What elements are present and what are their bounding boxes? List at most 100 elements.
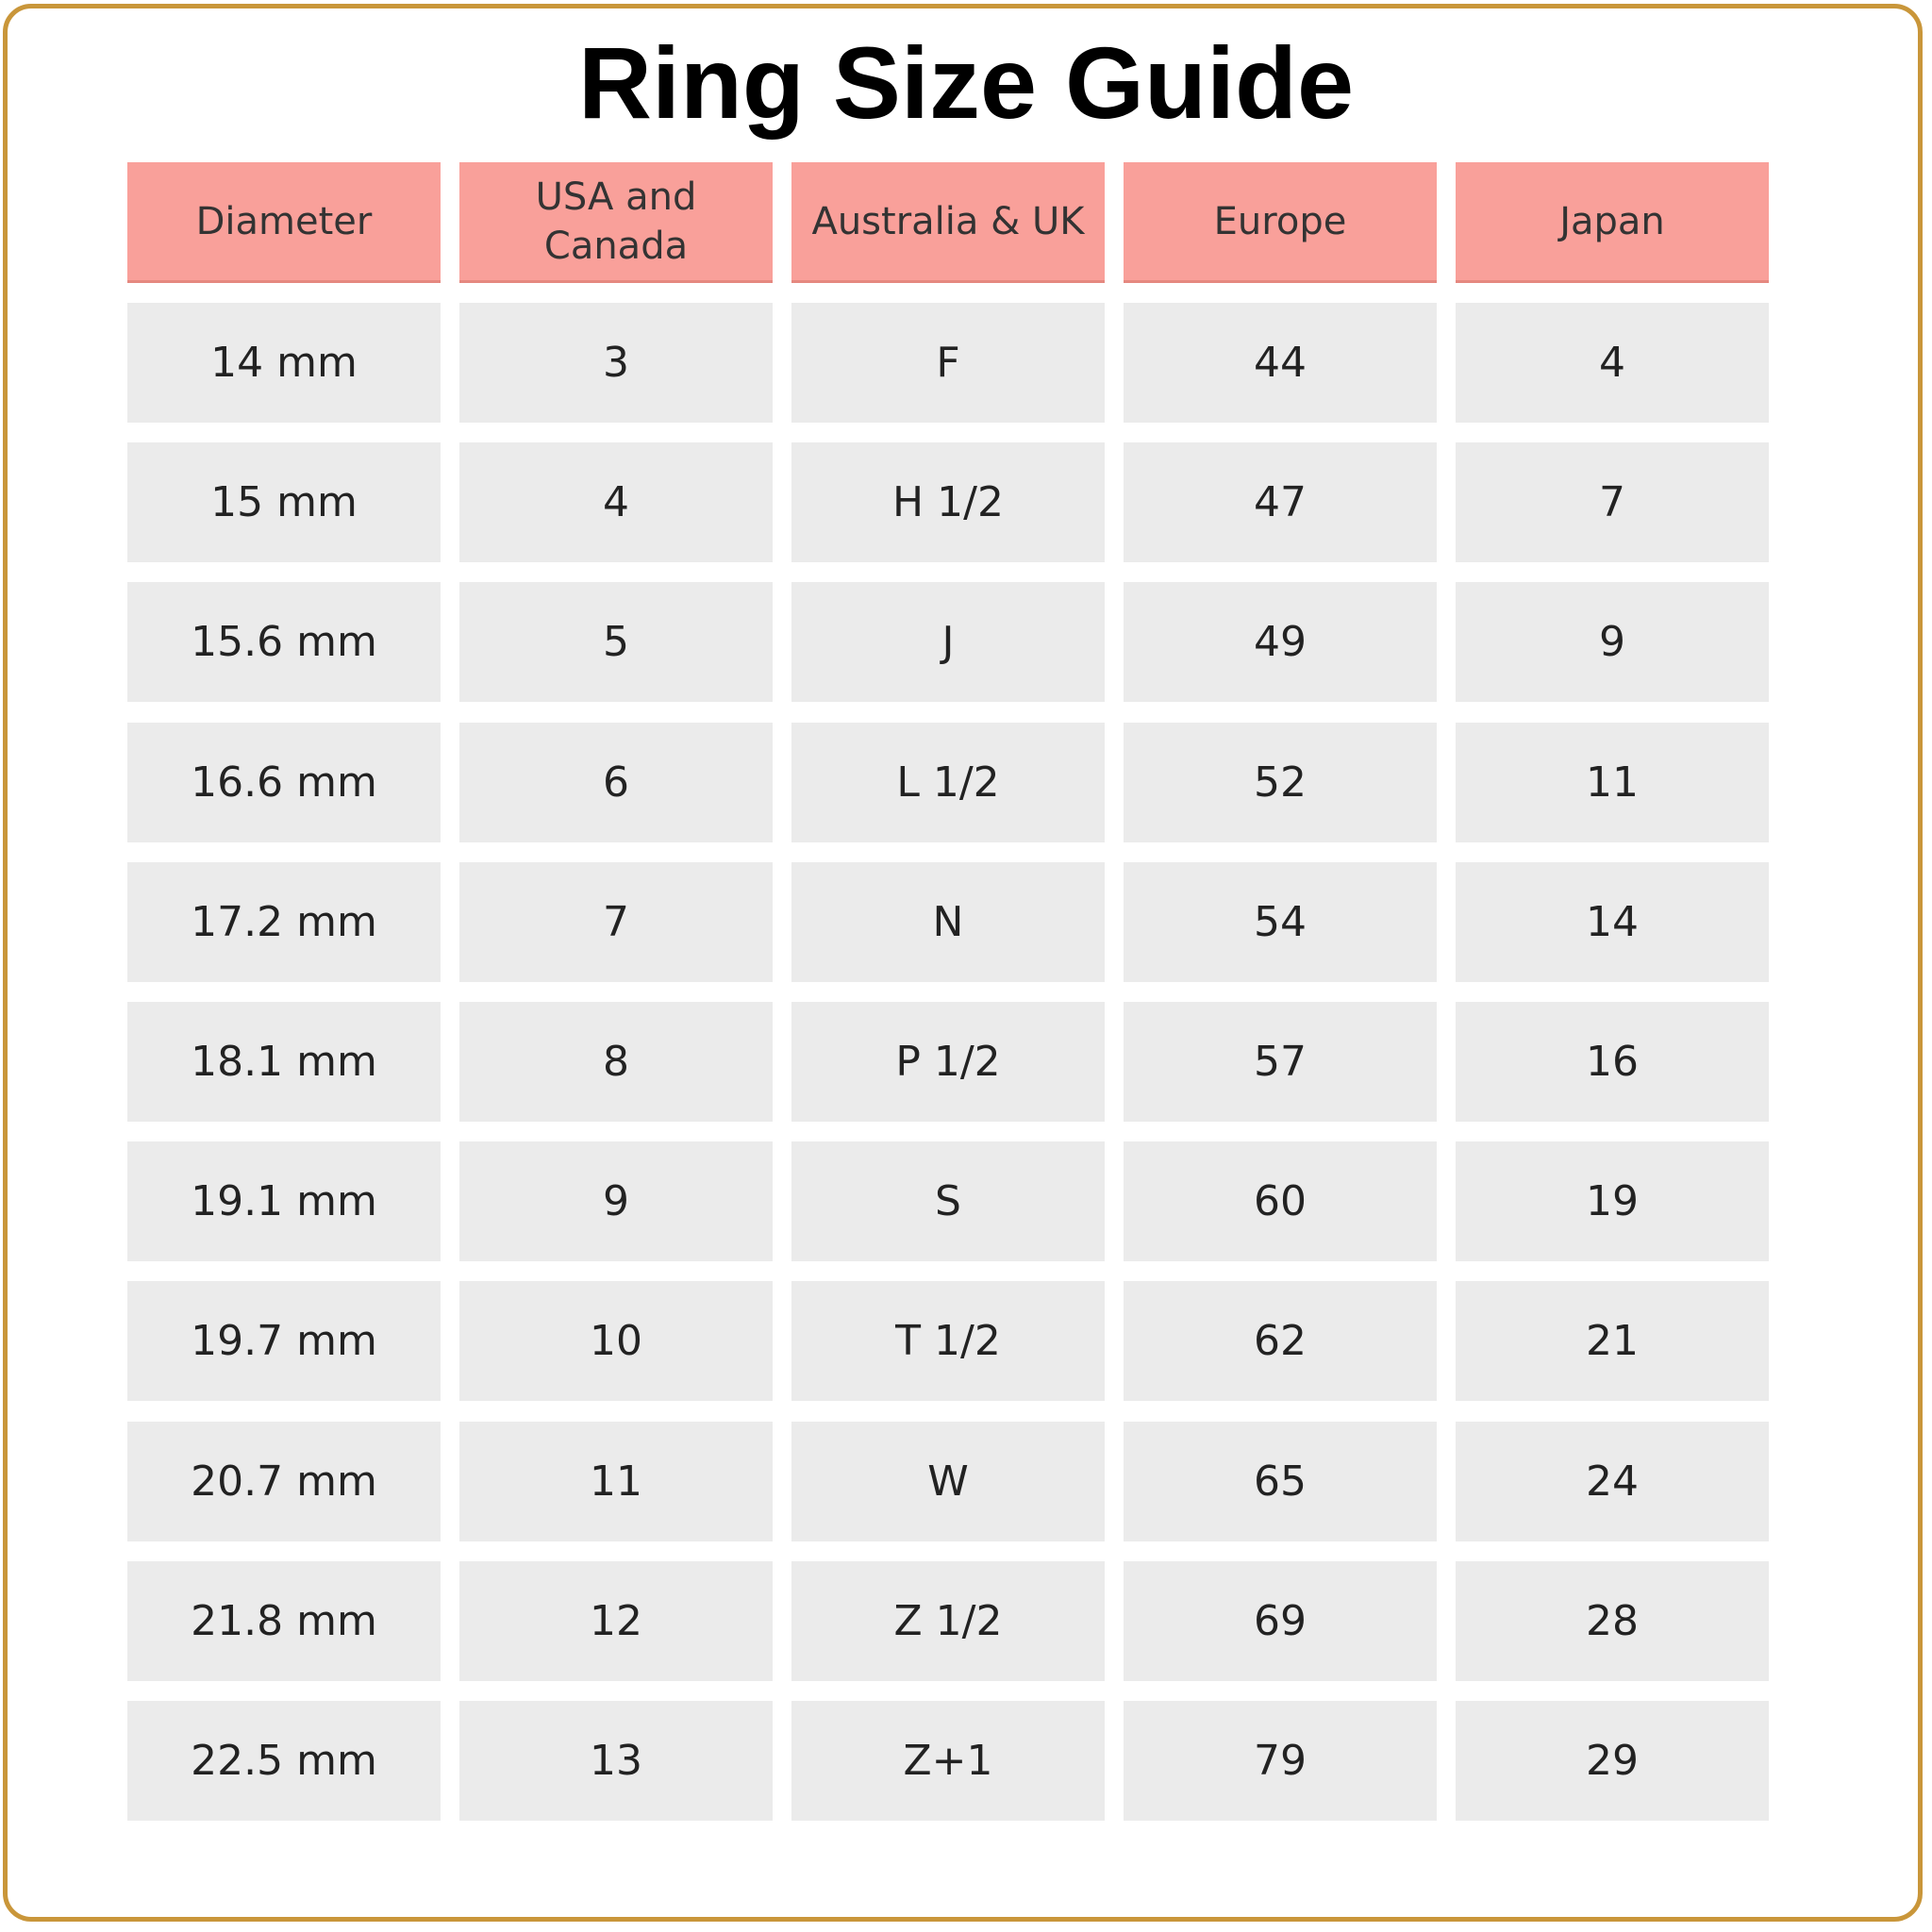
cell-text: Japan xyxy=(1559,199,1665,243)
cell-text: 62 xyxy=(1254,1317,1307,1366)
cell-text: 9 xyxy=(603,1177,629,1226)
cell-text: 57 xyxy=(1254,1038,1307,1086)
table-cell: P 1/2 xyxy=(791,1002,1105,1122)
table-cell: 9 xyxy=(1456,582,1769,703)
cell-text: 49 xyxy=(1254,618,1307,667)
table-cell: 7 xyxy=(459,861,773,982)
table-cell: W xyxy=(791,1421,1105,1541)
table-cell: 60 xyxy=(1124,1141,1437,1262)
table-cell: N xyxy=(791,861,1105,982)
cell-text: 9 xyxy=(1599,618,1625,667)
table-cell: 11 xyxy=(459,1421,773,1541)
cell-text: Diameter xyxy=(195,199,373,243)
cell-text: 14 mm xyxy=(210,339,358,387)
table-cell: 19 xyxy=(1456,1141,1769,1262)
header-cell: Diameter xyxy=(127,162,441,283)
cell-text: 15 mm xyxy=(210,478,358,527)
table-cell: J xyxy=(791,582,1105,703)
cell-text: 15.6 mm xyxy=(191,618,377,667)
cell-text: 16.6 mm xyxy=(191,758,377,807)
cell-text: 10 xyxy=(590,1317,642,1366)
table-cell: 15 mm xyxy=(127,442,441,563)
table-cell: T 1/2 xyxy=(791,1281,1105,1402)
table-cell: 69 xyxy=(1124,1560,1437,1681)
cell-text: Z+1 xyxy=(903,1737,993,1785)
table-cell: H 1/2 xyxy=(791,442,1105,563)
table-cell: 13 xyxy=(459,1701,773,1821)
cell-text: 20.7 mm xyxy=(191,1457,377,1506)
cell-text: P 1/2 xyxy=(895,1038,1001,1086)
title: Ring Size Guide xyxy=(577,25,1355,140)
table-cell: 29 xyxy=(1456,1701,1769,1821)
table-cell: 49 xyxy=(1124,582,1437,703)
table-cell: 14 mm xyxy=(127,303,441,423)
cell-text: 79 xyxy=(1254,1737,1307,1785)
table-cell: 12 xyxy=(459,1560,773,1681)
cell-text: 7 xyxy=(603,897,629,946)
table-cell: 7 xyxy=(1456,442,1769,563)
frame xyxy=(3,4,1923,1922)
table-cell: 9 xyxy=(459,1141,773,1262)
header-cell: Japan xyxy=(1456,162,1769,283)
table-cell: 19.7 mm xyxy=(127,1281,441,1402)
table-cell: 15.6 mm xyxy=(127,582,441,703)
cell-text: 4 xyxy=(1599,339,1625,387)
cell-text: 17.2 mm xyxy=(191,897,377,946)
cell-text: 4 xyxy=(603,478,629,527)
header-cell: USA and Canada xyxy=(459,162,773,283)
cell-text: 19 xyxy=(1586,1177,1639,1226)
table-cell: 5 xyxy=(459,582,773,703)
cell-text: 22.5 mm xyxy=(191,1737,377,1785)
table-cell: 21 xyxy=(1456,1281,1769,1402)
cell-text: 16 xyxy=(1586,1038,1639,1086)
table-cell: 3 xyxy=(459,303,773,423)
table-cell: 10 xyxy=(459,1281,773,1402)
table-cell: L 1/2 xyxy=(791,722,1105,842)
table-cell: 54 xyxy=(1124,861,1437,982)
table-cell: 57 xyxy=(1124,1002,1437,1122)
cell-text: 24 xyxy=(1586,1457,1639,1506)
table-cell: 65 xyxy=(1124,1421,1437,1541)
table-cell: 44 xyxy=(1124,303,1437,423)
cell-text: 13 xyxy=(590,1737,642,1785)
cell-text: 21 xyxy=(1586,1317,1639,1366)
table-cell: 6 xyxy=(459,722,773,842)
table-cell: 24 xyxy=(1456,1421,1769,1541)
cell-text: 21.8 mm xyxy=(191,1596,377,1645)
table-cell: 52 xyxy=(1124,722,1437,842)
table-cell: 18.1 mm xyxy=(127,1002,441,1122)
cell-text: 5 xyxy=(603,618,629,667)
cell-text: 54 xyxy=(1254,897,1307,946)
cell-text: 7 xyxy=(1599,478,1625,527)
table-cell: 16 xyxy=(1456,1002,1769,1122)
cell-text: S xyxy=(935,1177,961,1226)
cell-text: 19.7 mm xyxy=(191,1317,377,1366)
cell-text: 44 xyxy=(1254,339,1307,387)
cell-text: H 1/2 xyxy=(892,478,1004,527)
cell-text: W xyxy=(927,1457,969,1506)
cell-text: 60 xyxy=(1254,1177,1307,1226)
table-cell: 19.1 mm xyxy=(127,1141,441,1262)
cell-text: 29 xyxy=(1586,1737,1639,1785)
cell-text: J xyxy=(941,618,955,667)
table-cell: 79 xyxy=(1124,1701,1437,1821)
cell-text: T 1/2 xyxy=(895,1317,1001,1366)
cell-text: USA and Canada xyxy=(535,175,697,268)
table-cell: 47 xyxy=(1124,442,1437,563)
table-cell: 28 xyxy=(1456,1560,1769,1681)
cell-text: Europe xyxy=(1213,199,1347,243)
cell-text: F xyxy=(936,339,960,387)
table-cell: F xyxy=(791,303,1105,423)
cell-text: 12 xyxy=(590,1596,642,1645)
table-cell: 11 xyxy=(1456,722,1769,842)
cell-text: 47 xyxy=(1254,478,1307,527)
cell-text: 8 xyxy=(603,1038,629,1086)
cell-text: 65 xyxy=(1254,1457,1307,1506)
cell-text: 19.1 mm xyxy=(191,1177,377,1226)
table-cell: 21.8 mm xyxy=(127,1560,441,1681)
header-cell: Australia & UK xyxy=(791,162,1105,283)
table-cell: 4 xyxy=(1456,303,1769,423)
cell-text: 28 xyxy=(1586,1596,1639,1645)
table-cell: 8 xyxy=(459,1002,773,1122)
table-cell: 62 xyxy=(1124,1281,1437,1402)
